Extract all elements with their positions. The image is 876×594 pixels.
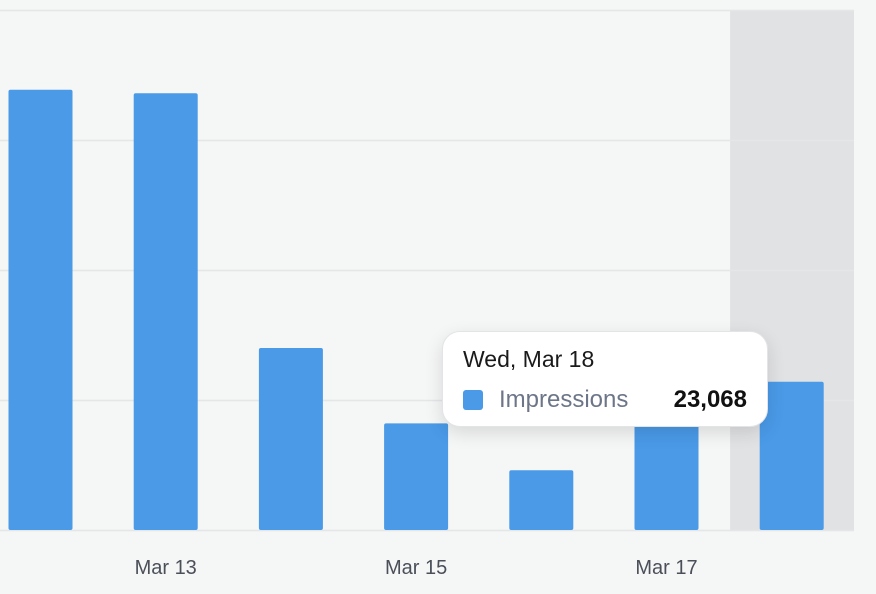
bar xyxy=(133,93,198,530)
bar xyxy=(384,423,449,530)
x-tick-label: Mar 15 xyxy=(385,557,447,579)
x-tick-label: Mar 17 xyxy=(635,557,697,579)
tooltip-series-name: Impressions xyxy=(499,386,629,413)
series-color-swatch xyxy=(463,390,483,410)
bar xyxy=(8,89,73,530)
chart-tooltip: Wed, Mar 18 Impressions 23,068 xyxy=(442,331,768,427)
bar xyxy=(258,348,323,530)
tooltip-series-row: Impressions 23,068 xyxy=(463,384,747,416)
bar xyxy=(759,381,824,530)
bar xyxy=(634,400,699,530)
bar xyxy=(509,470,574,530)
tooltip-value: 23,068 xyxy=(673,386,747,413)
x-tick-label: Mar 13 xyxy=(135,557,197,579)
tooltip-date: Wed, Mar 18 xyxy=(463,346,595,372)
